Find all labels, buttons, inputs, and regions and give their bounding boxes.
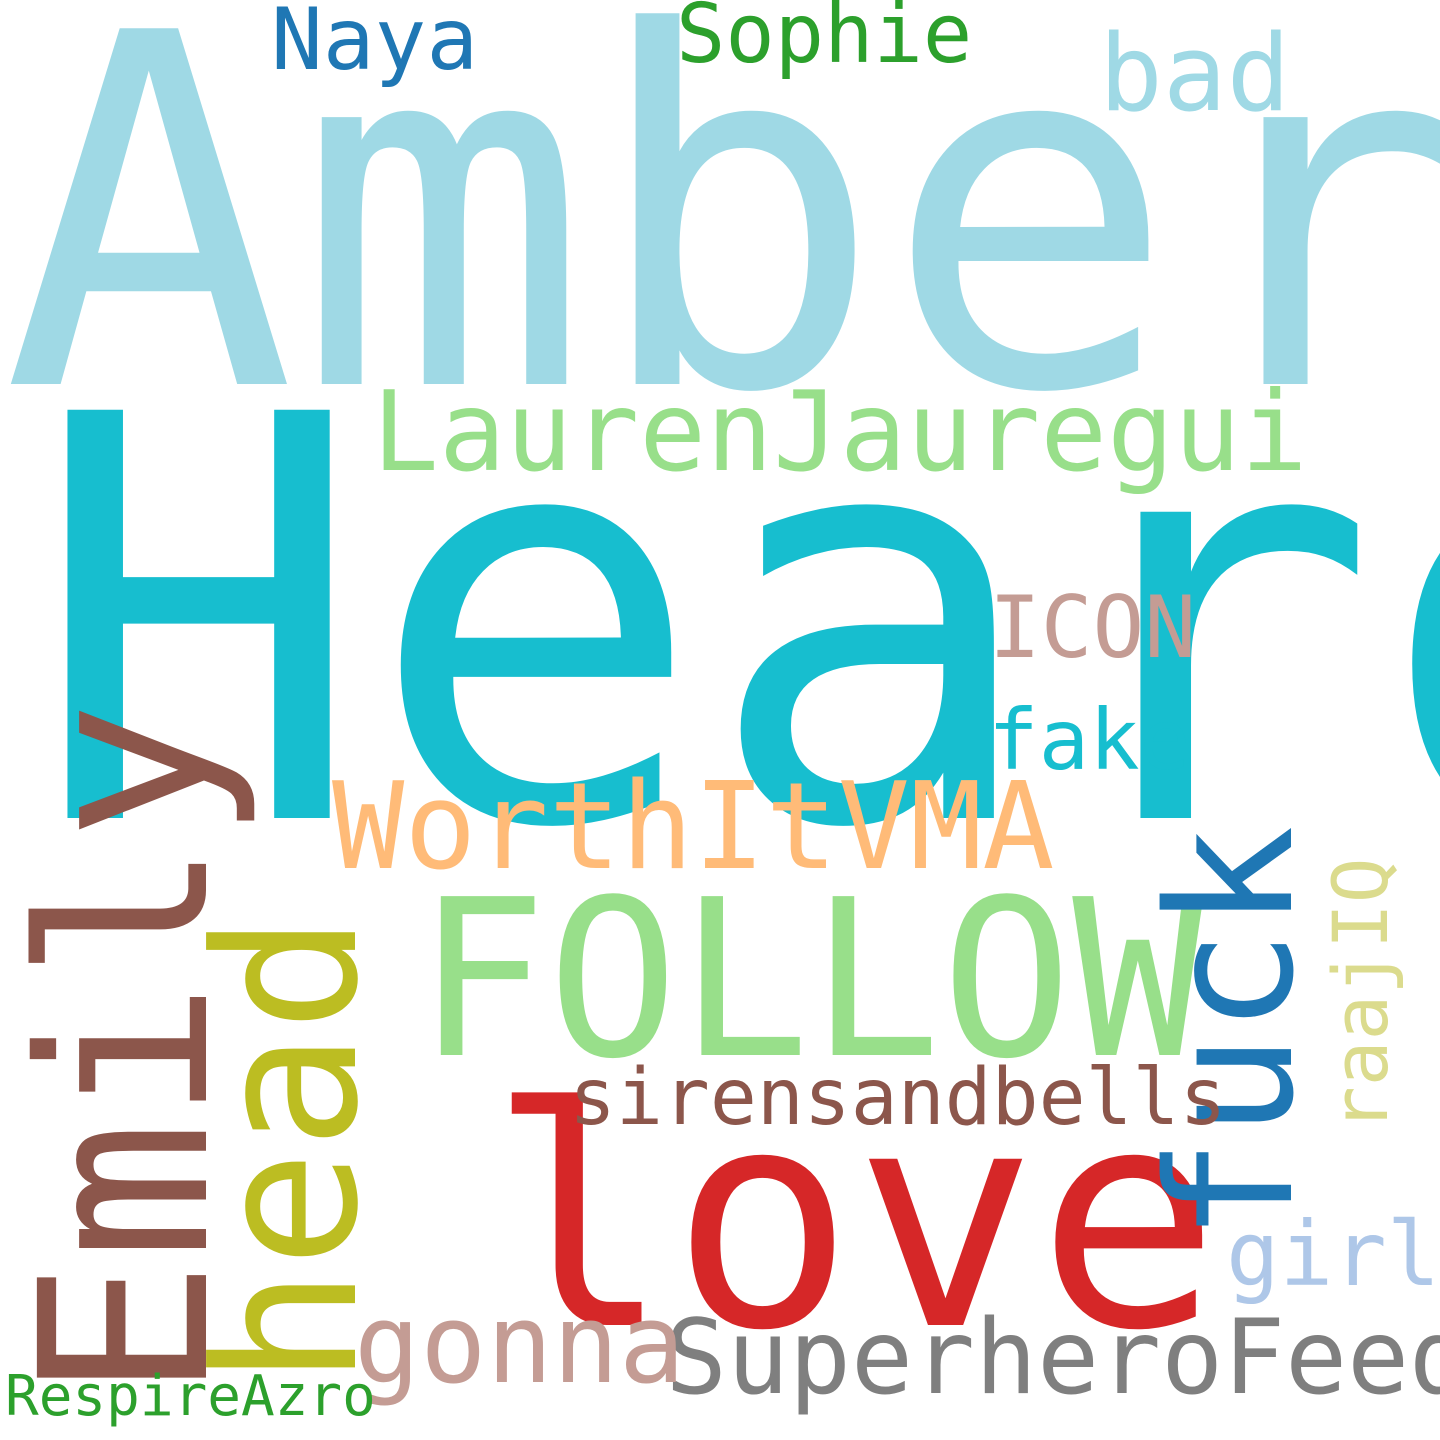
word-respireazro: RespireAzro [5, 1364, 376, 1429]
word-fake: fake [988, 691, 1191, 789]
word-raajiq: raajIQ [1316, 857, 1405, 1132]
word-fuck: fuck [1130, 825, 1332, 1242]
word-bad: bad [1099, 12, 1291, 135]
word-worthitvma: WorthItVMA [332, 758, 1055, 897]
word-girl: girl [1226, 1202, 1440, 1306]
word-follow: FOLLOW [416, 854, 1204, 1107]
word-gonna: gonna [354, 1280, 686, 1408]
word-icon: ICON [989, 578, 1197, 678]
word-laurenjauregui: LaurenJauregui [372, 368, 1308, 497]
word-sophie: Sophie [676, 0, 973, 82]
word-amber: Amber [2, 0, 1440, 500]
word-naya: Naya [271, 0, 479, 90]
word-superherofeed: SuperheroFeed [665, 1298, 1440, 1418]
word-love: love [488, 1043, 1221, 1397]
word-heard: Heard [30, 299, 1440, 951]
word-sirensandbells: sirensandbells [569, 1053, 1227, 1143]
